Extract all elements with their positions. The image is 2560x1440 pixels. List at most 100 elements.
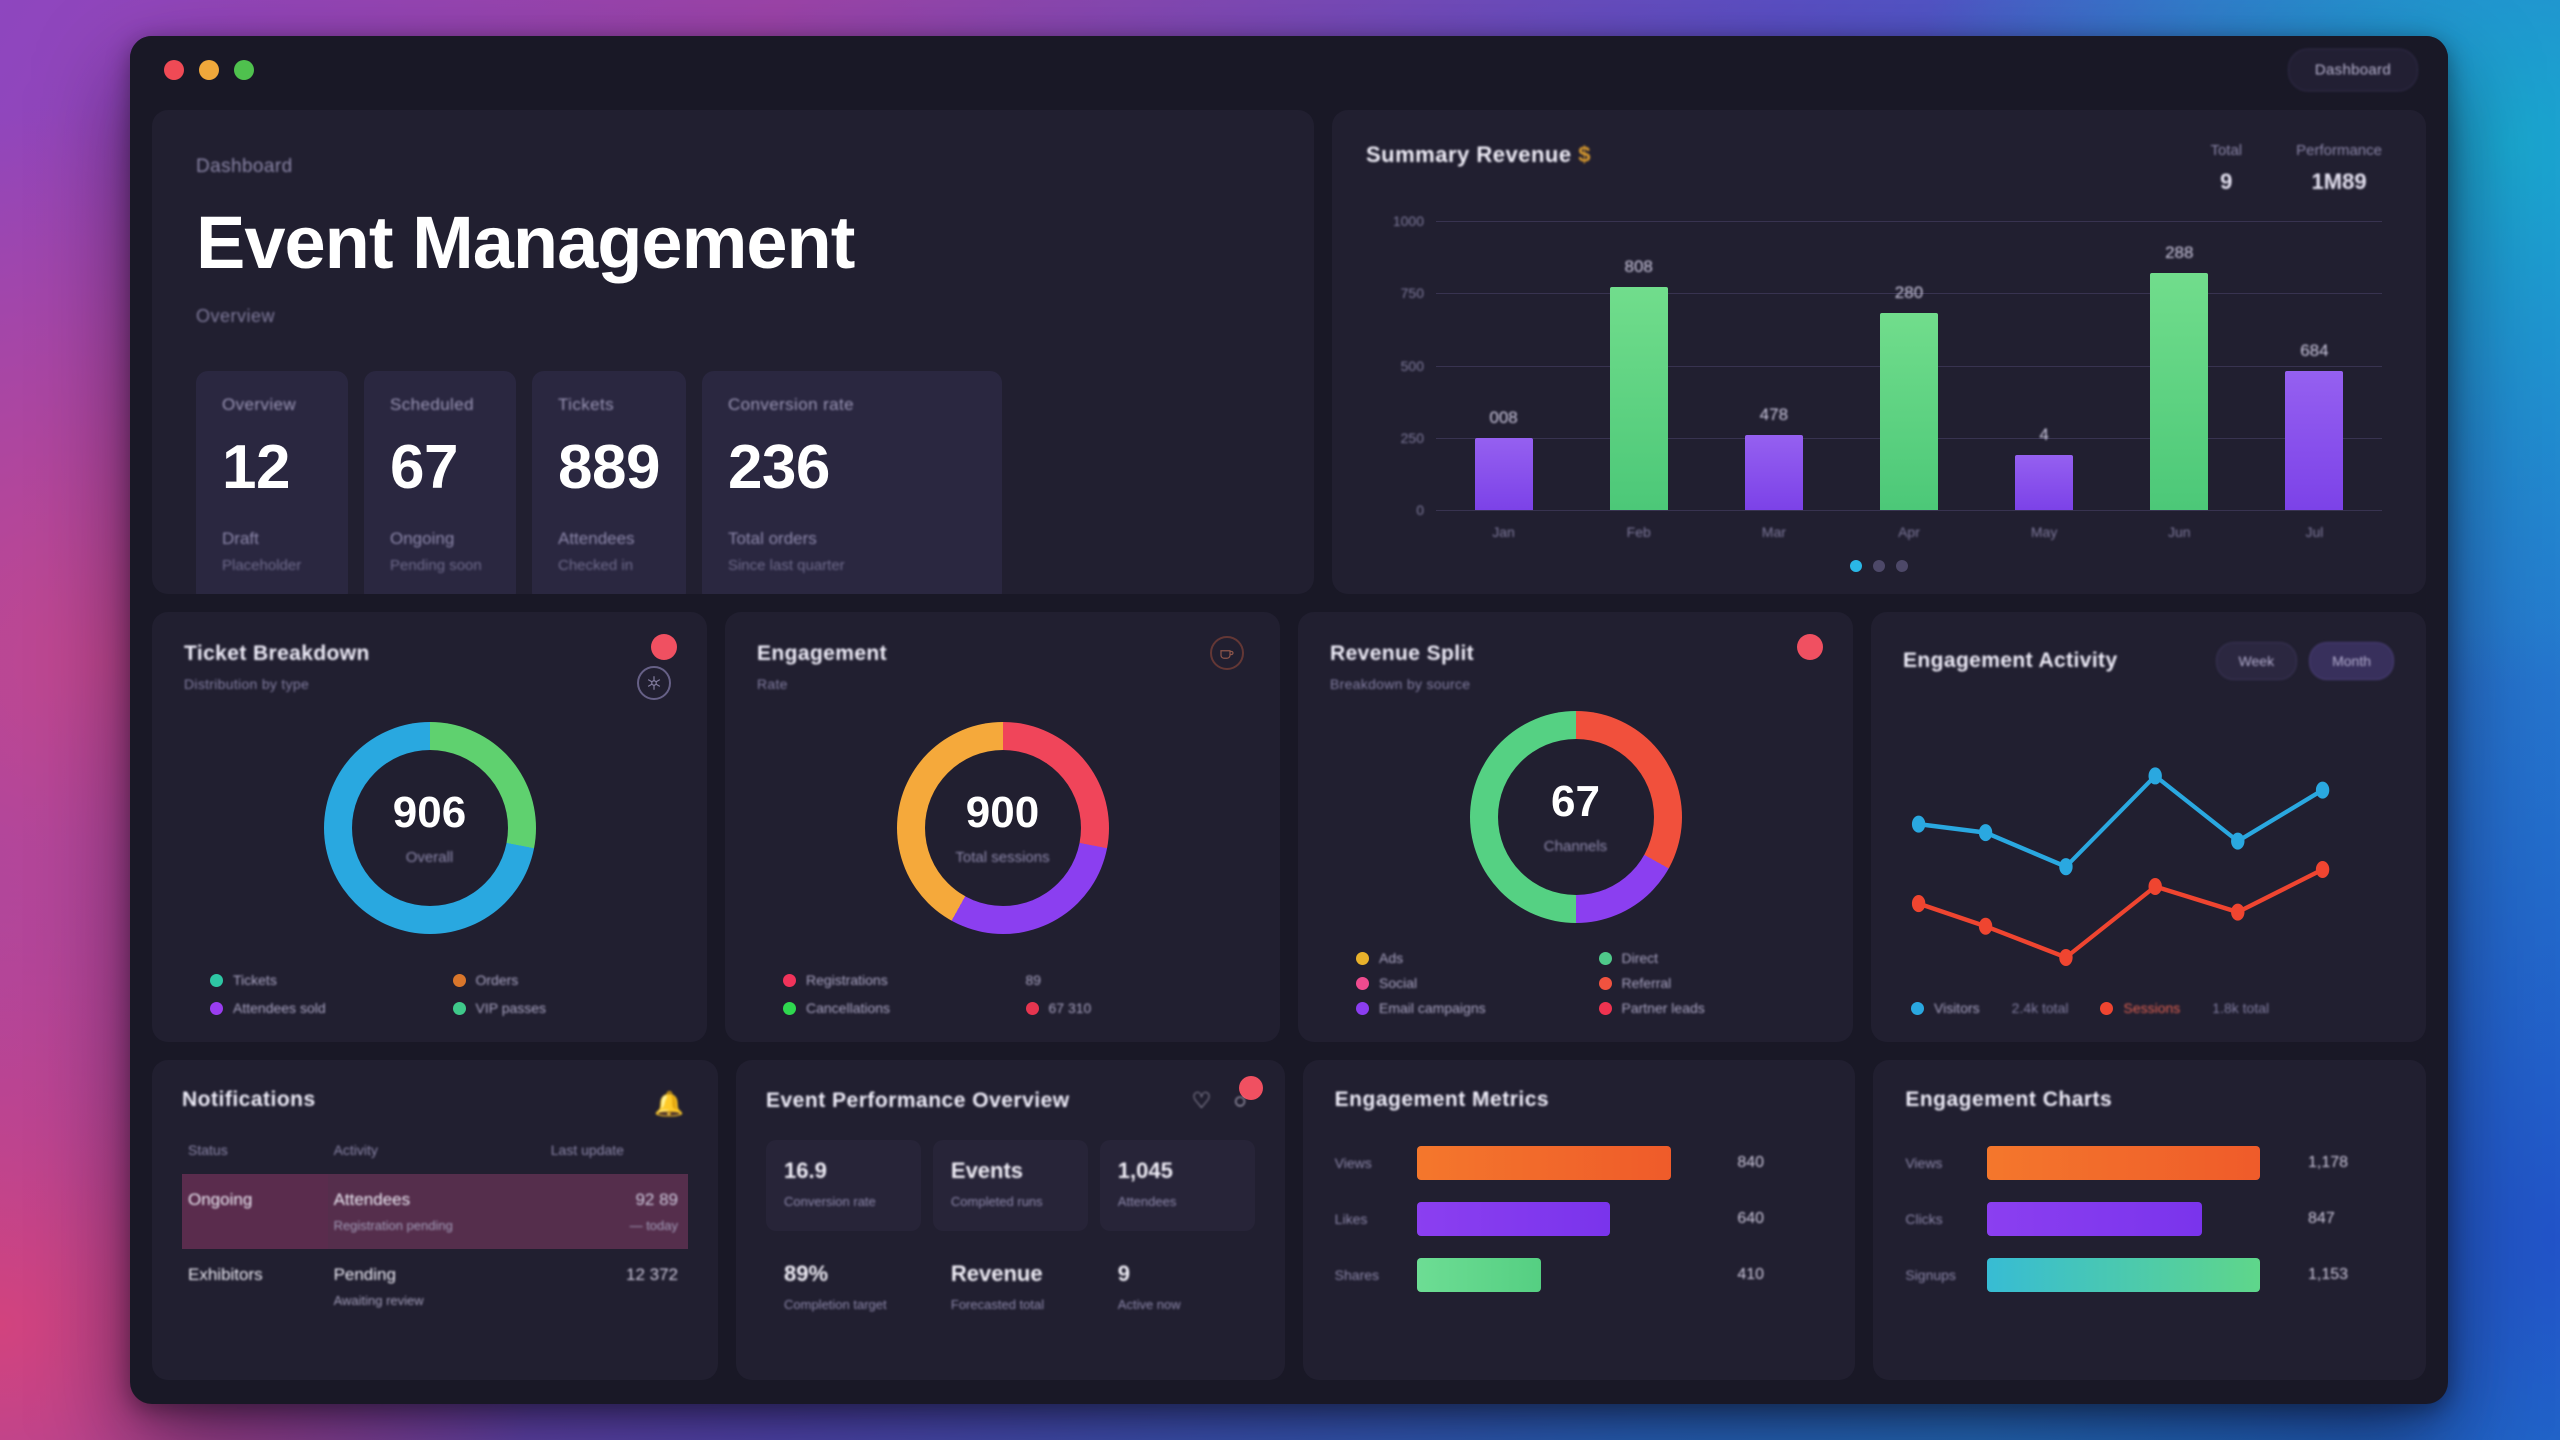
bar-item[interactable]: 808 (1607, 221, 1671, 510)
bar-item[interactable]: 008 (1472, 221, 1536, 510)
legend-item[interactable]: Visitors (1911, 1000, 1980, 1016)
cell-status: Ongoing (182, 1174, 328, 1249)
donut-label: Total sessions (955, 848, 1050, 866)
titlebar-action-button[interactable]: Dashboard (2287, 48, 2418, 92)
coffee-icon[interactable] (1210, 636, 1244, 670)
close-window-icon[interactable] (164, 60, 184, 80)
stat-tile[interactable]: Revenue Forecasted total (933, 1243, 1088, 1334)
hbar-row[interactable]: Clicks 847 (1905, 1202, 2394, 1236)
breadcrumb[interactable]: Dashboard (196, 156, 293, 177)
tile-value: 89% (784, 1261, 829, 1286)
row-status: Ongoing (188, 1190, 253, 1209)
bar-item[interactable]: 684 (2282, 221, 2346, 510)
hbar-row[interactable]: Views 1,178 (1905, 1146, 2394, 1180)
bar-rect (2285, 371, 2344, 510)
heart-icon[interactable]: ♡ (1191, 1088, 1212, 1113)
line-chart-svg (1911, 767, 2330, 966)
hbar-row[interactable]: Shares 410 (1335, 1258, 1824, 1292)
carousel-dot-1[interactable] (1850, 560, 1862, 572)
y-tick: 750 (1400, 285, 1424, 302)
range-week-button[interactable]: Week (2215, 642, 2298, 680)
bar-item[interactable]: 478 (1742, 221, 1806, 510)
stat-tile[interactable]: 89% Completion target (766, 1243, 921, 1334)
legend-item[interactable]: Cancellations (783, 1000, 1000, 1016)
bar-item[interactable]: 280 (1877, 221, 1941, 510)
donut-chart[interactable]: 906 Overall (323, 722, 536, 934)
kpi-card[interactable]: Conversion rate 236 Total orders Since l… (701, 371, 1002, 594)
stat-tile[interactable]: 9 Active now (1100, 1243, 1255, 1334)
legend-label: Ads (1379, 950, 1404, 966)
bar-rect (1609, 287, 1668, 510)
hbar-row[interactable]: Likes 640 (1335, 1202, 1824, 1236)
legend-label: Referral (1621, 975, 1672, 991)
clock-icon[interactable]: ○ (1233, 1088, 1247, 1113)
carousel-indicator[interactable] (1366, 554, 2392, 572)
kpi-card[interactable]: Overview 12 Draft Placeholder (196, 371, 348, 594)
hbar-track (1987, 1202, 2290, 1236)
legend-item[interactable]: Email campaigns (1356, 1000, 1573, 1016)
kpi-value: 889 (558, 433, 660, 502)
legend-item[interactable]: Registrations (783, 972, 1000, 988)
stat-tile[interactable]: 1,045 Attendees (1099, 1140, 1255, 1231)
kpi-label: Overview (222, 395, 297, 414)
stat-tile[interactable]: 16.9 Conversion rate (766, 1140, 921, 1231)
legend-item[interactable]: Partner leads (1598, 1000, 1816, 1016)
page-title: Event Management (196, 201, 855, 284)
table-row[interactable]: Exhibitors Pending Awaiting review 12 37… (182, 1249, 688, 1324)
legend-item[interactable]: Tickets (210, 972, 427, 988)
engagement-panel: Engagement Rate 900 Total sessions (725, 612, 1280, 1042)
stat-tile[interactable]: Events Completed runs (932, 1140, 1088, 1231)
engagement-activity-panel: Engagement Activity Week Month (1871, 612, 2426, 1042)
carousel-dot-3[interactable] (1896, 560, 1908, 572)
row-bottom: Notifications 🔔 Status Activity Last upd… (152, 1060, 2427, 1380)
kpi-subnote: Checked in (558, 557, 634, 574)
bell-icon[interactable]: 🔔 (654, 1091, 684, 1118)
legend-item[interactable]: 89 (1026, 972, 1243, 988)
hbar-track (1987, 1146, 2290, 1180)
donut-legend: Ads Direct Social Referral Email campaig… (1330, 950, 1821, 1020)
column-header-status: Status (188, 1142, 228, 1158)
kpi-card[interactable]: Tickets 889 Attendees Checked in (532, 371, 686, 594)
kpi-card[interactable]: Scheduled 67 Ongoing Pending soon (364, 371, 516, 594)
legend-item[interactable]: Ads (1356, 950, 1573, 966)
legend-label: Direct (1621, 950, 1659, 966)
kpi-note: Draft (222, 529, 259, 548)
row-middle: Ticket Breakdown Distribution by type (152, 612, 2426, 1042)
x-tick: Apr (1898, 524, 1920, 540)
donut-chart[interactable]: 67 Channels (1469, 711, 1682, 923)
revenue-split-panel: Revenue Split Breakdown by source 67 Cha… (1298, 612, 1853, 1042)
cell-update: 92 89 — today (544, 1174, 688, 1249)
table-row[interactable]: Ongoing Attendees Registration pending 9… (182, 1174, 688, 1249)
legend-label: Tickets (233, 972, 277, 988)
tile-label: Attendees (1117, 1194, 1177, 1209)
legend-item[interactable]: Referral (1598, 975, 1816, 991)
donut-chart[interactable]: 900 Total sessions (896, 722, 1109, 934)
legend-item[interactable]: VIP passes (452, 1000, 670, 1016)
legend-item[interactable]: Attendees sold (210, 1000, 427, 1016)
legend-item[interactable]: Social (1356, 975, 1573, 991)
hbar-label: Views (1334, 1155, 1372, 1171)
notification-badge (1797, 634, 1823, 660)
legend-item[interactable]: 67 310 (1025, 1000, 1243, 1016)
legend-item[interactable]: Direct (1598, 950, 1816, 966)
line-series-sessions (1918, 867, 2324, 960)
range-month-button[interactable]: Month (2309, 642, 2394, 680)
bar-item[interactable]: 288 (2147, 221, 2211, 510)
x-tick: May (2030, 524, 2058, 540)
cell-activity: Pending Awaiting review (328, 1249, 545, 1324)
legend-item[interactable]: Orders (452, 972, 670, 988)
bar-chart-title-text: Summary Revenue (1366, 142, 1572, 167)
hbar-value: 1,178 (2308, 1154, 2349, 1171)
row-update-main: 12 372 (626, 1265, 678, 1284)
maximize-window-icon[interactable] (234, 60, 254, 80)
settings-wheel-icon[interactable] (637, 666, 671, 700)
carousel-dot-2[interactable] (1873, 560, 1885, 572)
hbar-row[interactable]: Signups 1,153 (1905, 1258, 2394, 1292)
hbar-row[interactable]: Views 840 (1335, 1146, 1824, 1180)
minimize-window-icon[interactable] (199, 60, 219, 80)
kpi-value: 236 (727, 433, 830, 502)
hbar-fill (1987, 1258, 2260, 1292)
legend-label: Cancellations (806, 1000, 891, 1016)
legend-item[interactable]: Sessions (2100, 1000, 2180, 1016)
bar-item[interactable]: 4 (2012, 221, 2076, 510)
